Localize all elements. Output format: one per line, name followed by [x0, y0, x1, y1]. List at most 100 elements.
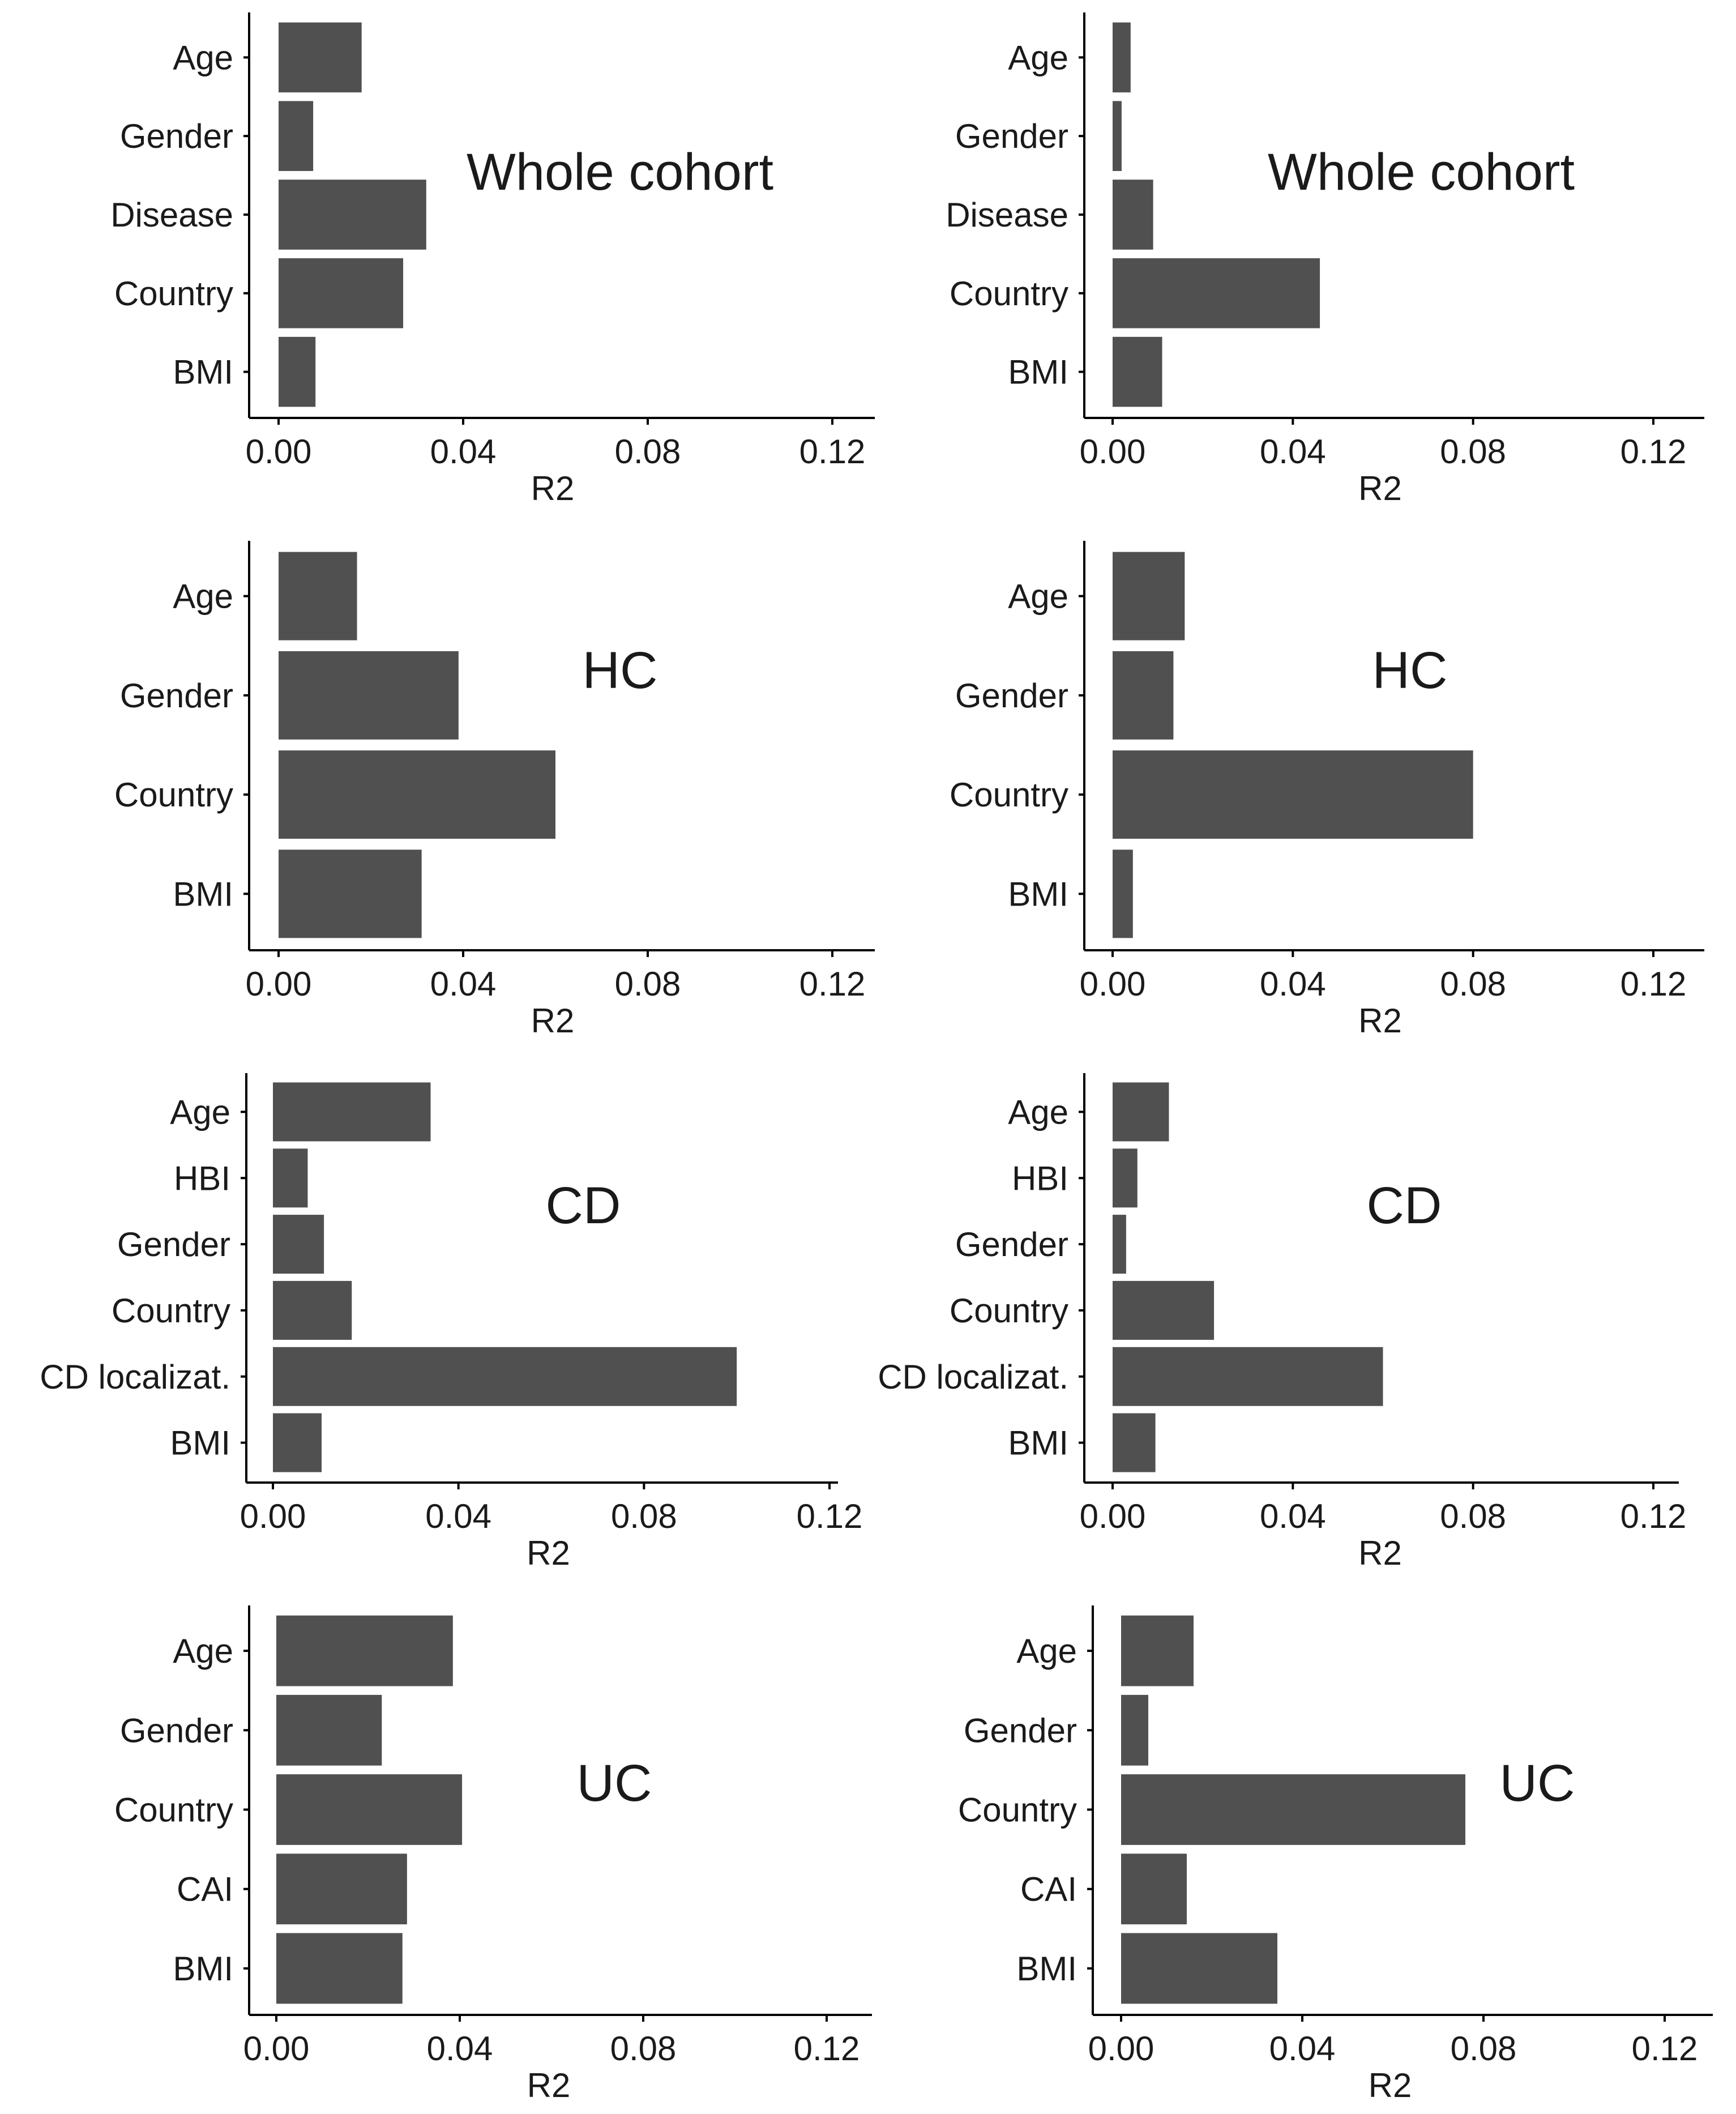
x-axis-title: R2	[1358, 469, 1402, 507]
bar-bmi	[276, 1933, 403, 2004]
category-label: BMI	[1008, 1424, 1068, 1462]
bar-country	[1113, 258, 1320, 328]
panel-annotation: UC	[1500, 1754, 1575, 1812]
bar-age	[1113, 552, 1185, 640]
x-tick-label: 0.12	[799, 433, 866, 471]
bar-bmi	[279, 336, 316, 407]
x-tick-label: 0.12	[794, 2030, 860, 2068]
category-label: Country	[958, 1791, 1077, 1829]
x-tick-label: 0.00	[246, 965, 312, 1003]
x-tick-label: 0.04	[427, 2030, 493, 2068]
x-axis-title: R2	[1358, 1002, 1402, 1040]
bar-hbi	[1113, 1148, 1138, 1208]
x-tick-label: 0.08	[615, 965, 681, 1003]
x-tick-label: 0.04	[1260, 1497, 1326, 1535]
category-label: HBI	[174, 1159, 230, 1197]
x-tick-label: 0.08	[1440, 433, 1506, 471]
category-label: BMI	[1008, 875, 1068, 913]
category-label: Age	[170, 1093, 230, 1131]
x-axis-title: R2	[1369, 2066, 1412, 2104]
category-label: Country	[114, 275, 233, 313]
bar-cd-localizat	[1113, 1347, 1383, 1406]
bar-gender	[273, 1215, 324, 1274]
bar-country	[1113, 1280, 1215, 1340]
x-tick-label: 0.04	[425, 1497, 491, 1535]
panel-annotation: Whole cohort	[467, 143, 773, 201]
x-tick-label: 0.08	[610, 2030, 677, 2068]
category-label: Disease	[946, 196, 1068, 234]
bar-disease	[279, 180, 426, 250]
bar-bmi	[1121, 1933, 1277, 2004]
x-tick-label: 0.12	[799, 965, 866, 1003]
x-tick-label: 0.00	[1088, 2030, 1155, 2068]
x-axis-title: R2	[527, 2066, 571, 2104]
x-tick-label: 0.04	[430, 965, 497, 1003]
x-tick-label: 0.00	[1080, 433, 1146, 471]
category-label: Age	[1016, 1632, 1077, 1670]
category-label: Country	[950, 275, 1068, 313]
category-label: Age	[1008, 39, 1068, 76]
category-label: Age	[173, 39, 233, 76]
bar-bmi	[1113, 1413, 1156, 1472]
x-tick-label: 0.00	[246, 433, 312, 471]
bar-gender	[1113, 1215, 1126, 1274]
bar-cd-localizat	[273, 1347, 737, 1406]
x-tick-label: 0.04	[1260, 965, 1326, 1003]
bar-gender	[1113, 101, 1122, 171]
x-tick-label: 0.12	[797, 1497, 863, 1535]
category-label: Age	[173, 578, 233, 616]
bar-age	[1121, 1615, 1194, 1686]
x-tick-label: 0.08	[1451, 2030, 1517, 2068]
category-label: Gender	[955, 1225, 1068, 1263]
x-tick-label: 0.08	[611, 1497, 677, 1535]
category-label: Gender	[120, 677, 233, 715]
x-tick-label: 0.00	[243, 2030, 310, 2068]
category-label: Disease	[110, 196, 233, 234]
category-label: Age	[173, 1632, 233, 1670]
bar-gender	[279, 101, 314, 171]
x-tick-label: 0.12	[1620, 433, 1687, 471]
category-label: BMI	[1008, 353, 1068, 391]
bar-cai	[1121, 1854, 1187, 1925]
chart-panel-8: Age Gender Country CAI BMI 0.00 0.04 0.08 0.12 R2…	[958, 1605, 1713, 2104]
bar-age	[279, 22, 362, 93]
bar-gender	[276, 1694, 382, 1766]
x-axis-title: R2	[1358, 1534, 1402, 1572]
category-label: Country	[114, 1791, 233, 1829]
category-label: Country	[950, 776, 1068, 814]
bar-gender	[1113, 651, 1174, 740]
chart-panel-3: Age Gender Country BMI 0.00 0.04 0.08 0.12 R2 HC	[114, 541, 875, 1040]
bar-gender	[1121, 1694, 1148, 1766]
category-label: CD localizat.	[40, 1358, 230, 1396]
panel-annotation: HC	[583, 642, 658, 699]
bar-cai	[276, 1854, 407, 1925]
bar-age	[1113, 1082, 1169, 1142]
chart-panel-2: Age Gender Disease Country BMI 0.00 0.04 0.08 0.…	[946, 12, 1704, 507]
chart-panel-5: Age HBI Gender Country CD localizat. BMI 0.00 0…	[40, 1073, 862, 1572]
chart-panel-1: Age Gender Disease Country BMI 0.00 0.04 0.08 0.…	[110, 12, 875, 507]
category-label: CAI	[177, 1870, 233, 1908]
x-tick-label: 0.12	[1632, 2030, 1698, 2068]
category-label: HBI	[1012, 1159, 1068, 1197]
x-axis-title: R2	[531, 469, 575, 507]
bar-bmi	[273, 1413, 322, 1472]
category-label: Gender	[955, 117, 1068, 155]
category-label: Gender	[964, 1711, 1077, 1749]
category-label: CAI	[1020, 1870, 1077, 1908]
x-tick-label: 0.00	[1080, 965, 1146, 1003]
bar-age	[1113, 22, 1131, 93]
x-tick-label: 0.04	[1269, 2030, 1336, 2068]
category-label: Country	[114, 776, 233, 814]
category-label: Gender	[120, 117, 233, 155]
bar-bmi	[1113, 336, 1162, 407]
bar-country	[273, 1280, 352, 1340]
category-label: BMI	[170, 1424, 230, 1462]
bar-age	[273, 1082, 431, 1142]
bar-country	[1121, 1774, 1465, 1845]
bar-country	[1113, 750, 1473, 839]
category-label: BMI	[173, 353, 233, 391]
bar-age	[276, 1615, 453, 1686]
chart-panel-7: Age Gender Country CAI BMI 0.00 0.04 0.08 0.12 R2…	[114, 1605, 872, 2104]
